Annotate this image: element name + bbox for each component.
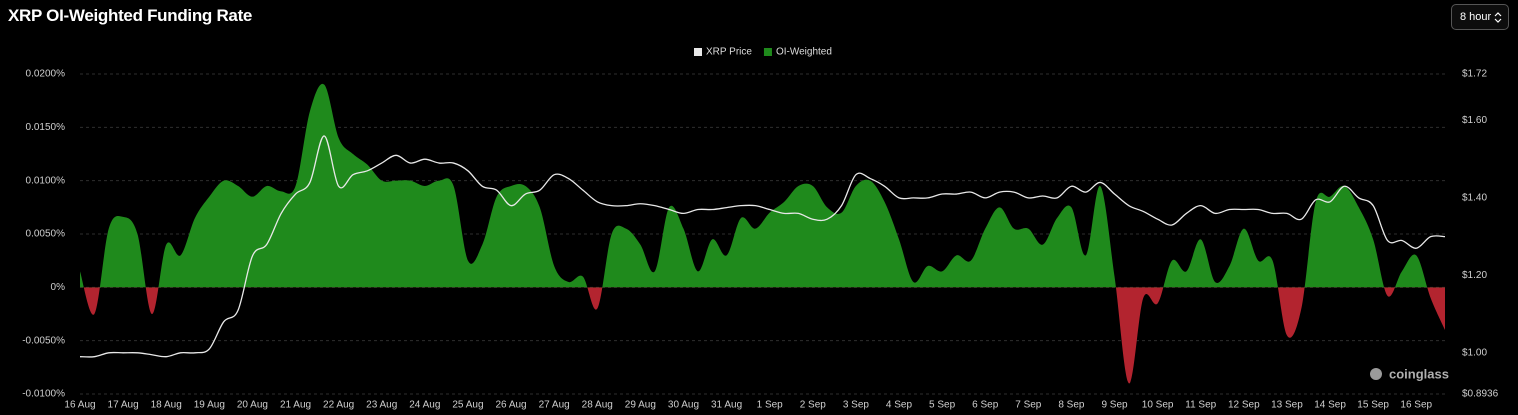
watermark-icon	[1370, 368, 1382, 380]
x-tick-label: 12 Sep	[1228, 400, 1260, 411]
x-tick-label: 10 Sep	[1142, 400, 1174, 411]
page-title: XRP OI-Weighted Funding Rate	[8, 6, 253, 25]
x-tick-label: 23 Aug	[366, 400, 397, 411]
x-tick-label: 7 Sep	[1015, 400, 1042, 411]
y2-tick-label: $1.60	[1462, 115, 1487, 126]
x-tick-label: 24 Aug	[409, 400, 440, 411]
x-tick-label: 22 Aug	[323, 400, 354, 411]
x-tick-label: 4 Sep	[886, 400, 913, 411]
y-tick-label: 0.0200%	[26, 69, 66, 80]
x-tick-label: 16 Aug	[64, 400, 95, 411]
x-tick-label: 14 Sep	[1314, 400, 1346, 411]
legend-label: XRP Price	[706, 47, 752, 58]
x-tick-label: 3 Sep	[843, 400, 870, 411]
x-tick-label: 21 Aug	[280, 400, 311, 411]
x-tick-label: 13 Sep	[1271, 400, 1303, 411]
watermark: coinglass	[1370, 366, 1449, 381]
x-tick-label: 1 Sep	[757, 400, 784, 411]
x-tick-label: 18 Aug	[151, 400, 182, 411]
price-line	[79, 135, 1446, 358]
y2-tick-label: $1.00	[1462, 347, 1487, 358]
x-tick-label: 31 Aug	[711, 400, 742, 411]
x-tick-label: 29 Aug	[625, 400, 656, 411]
x-tick-label: 25 Aug	[452, 400, 483, 411]
x-tick-label: 5 Sep	[929, 400, 956, 411]
y-tick-label: -0.0100%	[22, 389, 65, 400]
x-tick-label: 2 Sep	[800, 400, 827, 411]
x-tick-label: 19 Aug	[194, 400, 225, 411]
y-tick-label: -0.0050%	[22, 335, 65, 346]
watermark-text: coinglass	[1389, 366, 1449, 381]
y-tick-label: 0%	[51, 282, 66, 293]
x-tick-label: 8 Sep	[1058, 400, 1085, 411]
x-tick-label: 30 Aug	[668, 400, 699, 411]
area-positive	[80, 83, 1445, 288]
y2-tick-label: $1.72	[1462, 69, 1487, 80]
legend-swatch	[763, 48, 772, 56]
legend-swatch	[694, 48, 702, 56]
y2-tick-label: $0.8936	[1462, 389, 1499, 400]
x-tick-label: 6 Sep	[972, 400, 999, 411]
y2-tick-label: $1.40	[1462, 193, 1487, 204]
interval-select-label: 8 hour	[1460, 11, 1492, 23]
x-tick-label: 11 Sep	[1185, 400, 1216, 411]
y-tick-label: 0.0050%	[26, 229, 66, 240]
legend-label: OI-Weighted	[776, 47, 832, 58]
interval-select[interactable]: 8 hour	[1451, 4, 1509, 30]
y-tick-label: 0.0150%	[26, 122, 66, 133]
x-tick-label: 20 Aug	[237, 400, 268, 411]
chevron-icon	[1494, 12, 1502, 23]
x-tick-label: 28 Aug	[582, 400, 613, 411]
x-tick-label: 16 Sep	[1400, 400, 1432, 411]
y2-tick-label: $1.20	[1462, 270, 1487, 281]
x-tick-label: 9 Sep	[1101, 400, 1128, 411]
x-tick-label: 27 Aug	[539, 400, 570, 411]
x-tick-label: 15 Sep	[1357, 400, 1389, 411]
x-tick-label: 26 Aug	[495, 400, 526, 411]
y-tick-label: 0.0100%	[26, 175, 66, 186]
x-tick-label: 17 Aug	[108, 400, 139, 411]
legend: XRP Price OI-Weighted	[694, 47, 832, 58]
